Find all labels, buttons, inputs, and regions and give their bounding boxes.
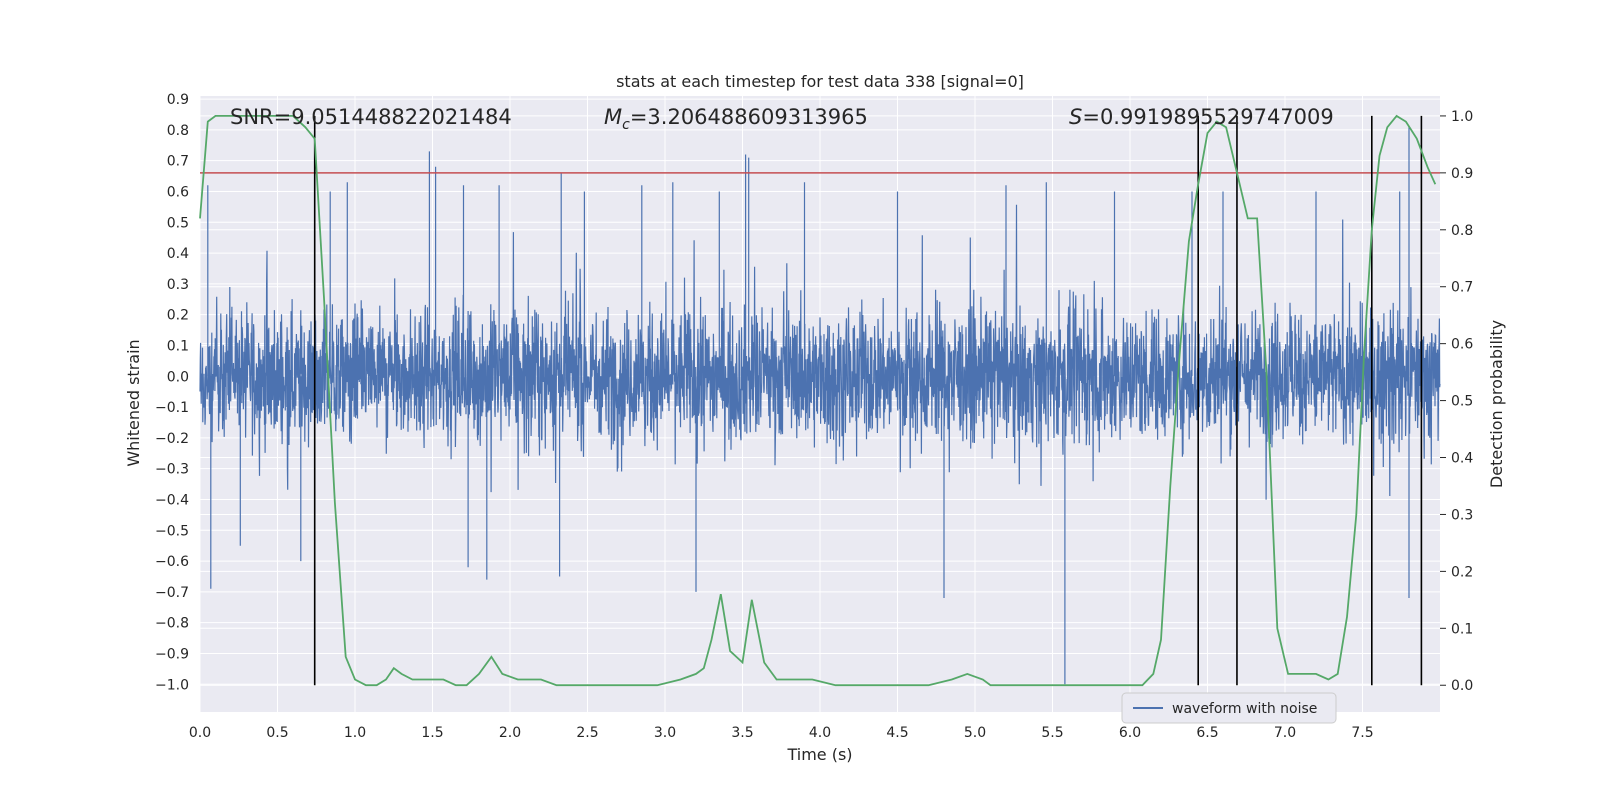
chirp-mass-annotation: Mc=3.206488609313965 (604, 105, 868, 133)
y-tick-label: −0.3 (155, 462, 189, 478)
score-value: =0.9919895529747009 (1082, 105, 1333, 129)
snr-annotation: SNR=9.051448822021484 (230, 105, 512, 129)
y-tick-label: 0.3 (167, 277, 189, 293)
y-tick-label: −1.0 (155, 677, 189, 693)
x-tick-label: 0.5 (266, 725, 288, 741)
x-tick-label: 7.5 (1351, 725, 1373, 741)
y-tick-label: 0.7 (167, 154, 189, 170)
y-tick-label: −0.2 (155, 431, 189, 447)
right-axis-tick-labels: 0.0 0.1 0.2 0.3 0.4 0.5 0.6 0.7 0.8 0.9 1.0 (1440, 109, 1473, 694)
y-tick-label: −0.8 (155, 616, 189, 632)
y2-tick-label: 1.0 (1451, 109, 1473, 125)
chirp-mass-symbol: M (604, 105, 622, 129)
x-tick-label: 2.0 (499, 725, 521, 741)
y-tick-label: 0.5 (167, 215, 189, 231)
x-tick-label: 4.0 (809, 725, 831, 741)
y-axis-label: Whitened strain (124, 339, 143, 466)
x-tick-label: 5.0 (964, 725, 986, 741)
x-tick-label: 4.5 (886, 725, 908, 741)
y2-tick-label: 0.7 (1451, 280, 1473, 296)
y2-tick-label: 0.4 (1451, 451, 1473, 467)
plot-content (199, 114, 1441, 687)
chart-title: stats at each timestep for test data 338… (616, 72, 1024, 91)
y-tick-label: −0.1 (155, 400, 189, 416)
y2-tick-label: 0.1 (1451, 621, 1473, 637)
legend-label-waveform: waveform with noise (1172, 701, 1317, 717)
x-tick-label: 6.0 (1119, 725, 1141, 741)
x-axis-tick-labels: 0.0 0.5 1.0 1.5 2.0 2.5 3.0 3.5 4.0 4.5 5.0 5.5 6.0 6… (189, 725, 1374, 741)
y2-axis-label: Detection probability (1487, 320, 1506, 488)
chirp-mass-subscript: c (622, 117, 630, 133)
y-tick-label: 0.4 (167, 246, 189, 262)
legend-box (1121, 692, 1337, 724)
waveform-line (199, 126, 1441, 685)
y-tick-label: 0.6 (167, 184, 189, 200)
y-tick-label: −0.9 (155, 646, 189, 662)
y-tick-label: −0.6 (155, 554, 189, 570)
x-tick-label: 1.0 (344, 725, 366, 741)
x-axis-label: Time (s) (786, 745, 852, 764)
left-axis-tick-labels: 0.9 0.8 0.7 0.6 0.5 0.4 0.3 0.2 0.1 0.0 −0.1 −0.2 −0… (155, 92, 189, 693)
y2-tick-label: 0.6 (1451, 337, 1473, 353)
score-annotation: S=0.9919895529747009 (1069, 105, 1334, 129)
x-tick-label: 5.5 (1041, 725, 1063, 741)
chirp-mass-value: =3.206488609313965 (630, 105, 868, 129)
x-tick-label: 7.0 (1274, 725, 1296, 741)
y2-tick-label: 0.0 (1451, 678, 1473, 694)
x-tick-label: 1.5 (421, 725, 443, 741)
y2-tick-label: 0.5 (1451, 394, 1473, 410)
y2-tick-label: 0.8 (1451, 223, 1473, 239)
x-tick-label: 0.0 (189, 725, 211, 741)
y2-tick-label: 0.9 (1451, 166, 1473, 182)
y-tick-label: −0.5 (155, 523, 189, 539)
score-symbol: S (1069, 105, 1082, 129)
y-tick-label: 0.2 (167, 308, 189, 324)
legend: waveform with noise (1121, 692, 1337, 724)
detection-probability-line (199, 114, 1437, 687)
y-tick-label: 0.0 (167, 369, 189, 385)
y-tick-label: 0.9 (167, 92, 189, 108)
y2-tick-label: 0.3 (1451, 507, 1473, 523)
x-tick-label: 3.5 (731, 725, 753, 741)
y-tick-label: 0.1 (167, 338, 189, 354)
y-tick-label: −0.7 (155, 585, 189, 601)
y2-tick-label: 0.2 (1451, 564, 1473, 580)
x-tick-label: 3.0 (654, 725, 676, 741)
y-tick-label: 0.8 (167, 123, 189, 139)
x-tick-label: 2.5 (576, 725, 598, 741)
x-tick-label: 6.5 (1196, 725, 1218, 741)
y-tick-label: −0.4 (155, 492, 189, 508)
